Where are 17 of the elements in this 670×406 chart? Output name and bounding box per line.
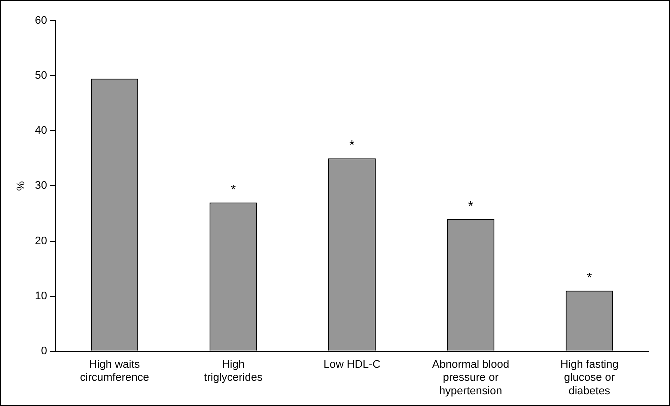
annotation: * (230, 182, 236, 197)
y-tick-label: 30 (35, 180, 48, 192)
x-tick-label: Low HDL-C (324, 359, 381, 372)
y-tick-label: 10 (35, 290, 48, 302)
x-tick-label: High fasting glucose or diabetes (560, 359, 619, 398)
annotation: * (468, 198, 474, 214)
y-tick-label: 20 (35, 235, 48, 248)
x-tick-label: High waits circumference (80, 359, 150, 384)
y-tick-label: 60 (35, 15, 48, 28)
y-axis-title: % (16, 181, 28, 192)
annotation: * (587, 270, 592, 285)
x-tick-label: Abnormal blood pressure or hypertension (432, 359, 510, 398)
annotation: * (350, 138, 355, 153)
y-tick-label: 0 (41, 345, 48, 358)
y-tick-label: 40 (35, 125, 48, 138)
y-tick-label: 50 (35, 70, 48, 82)
x-tick-label: High triglycerides (204, 359, 264, 384)
